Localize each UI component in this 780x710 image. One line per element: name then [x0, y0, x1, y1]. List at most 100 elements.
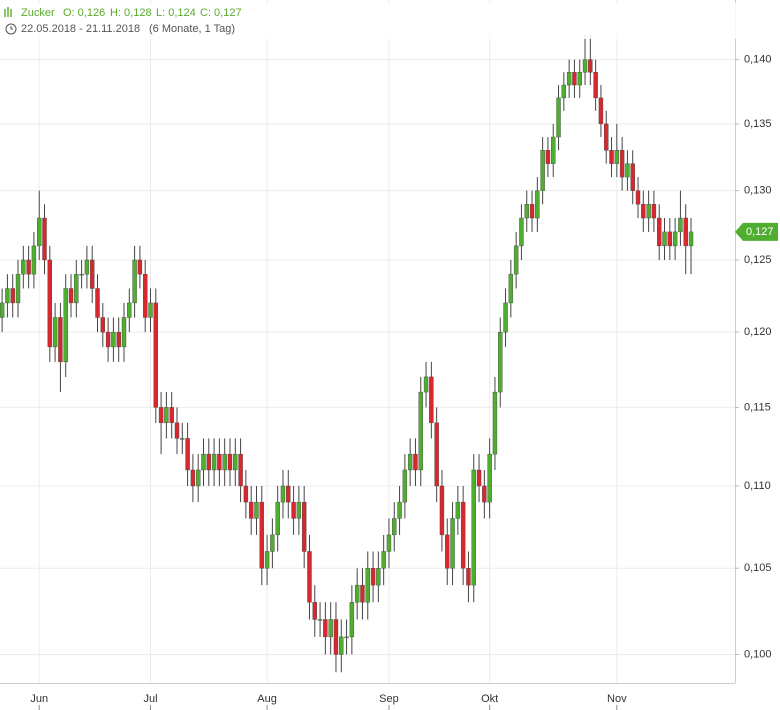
x-tick-label: Sep	[379, 693, 399, 705]
candle-body	[42, 217, 47, 261]
candle-body	[423, 376, 429, 393]
instrument-name: Zucker	[21, 7, 55, 19]
candle-body	[312, 602, 317, 620]
candle-body	[328, 619, 333, 638]
candle-body	[678, 217, 683, 233]
candle-body	[105, 331, 111, 348]
x-tick-label: Jun	[30, 693, 48, 705]
candle-body	[503, 302, 508, 333]
candle-body	[52, 317, 58, 348]
candle-body	[354, 584, 360, 603]
candle-body	[243, 485, 249, 503]
clock-hands	[10, 26, 13, 30]
candle-body	[360, 584, 365, 603]
grid	[0, 0, 735, 683]
candle-body	[217, 453, 222, 471]
candle-body	[529, 204, 535, 219]
candle-body	[201, 453, 206, 471]
candle-body	[418, 391, 423, 471]
candle-body	[593, 72, 598, 99]
candle-body	[370, 568, 376, 586]
candle-body	[84, 259, 90, 275]
candle-body	[657, 217, 662, 247]
candle-body	[280, 485, 286, 503]
candle-body	[641, 204, 646, 219]
candle-body	[471, 469, 476, 586]
candle-body	[407, 453, 413, 471]
last-price-tag	[735, 222, 778, 241]
candle-body	[466, 568, 471, 586]
y-tick-label: 0,110	[744, 480, 771, 492]
candle-body	[625, 163, 630, 178]
candle-body	[439, 485, 445, 536]
candle-body	[323, 619, 328, 638]
candle-body	[450, 518, 455, 569]
y-tick-label: 0,120	[744, 326, 772, 338]
candle-body	[519, 217, 524, 247]
candle-body	[233, 453, 238, 471]
candle-body	[291, 501, 296, 519]
high-value: H: 0,128	[110, 7, 152, 19]
candle-body	[21, 259, 26, 275]
candle-body	[15, 273, 21, 304]
candle-body	[195, 469, 201, 487]
candle-body	[95, 288, 100, 318]
header-bg	[0, 3, 780, 39]
candle-body	[646, 204, 651, 219]
candle-body	[37, 217, 42, 247]
candle-body	[0, 302, 5, 318]
candle-body	[561, 84, 567, 99]
candle-body	[222, 453, 227, 471]
candle-body	[74, 273, 79, 304]
candle-body	[540, 150, 545, 191]
candle-body	[619, 150, 625, 178]
candle-body	[455, 501, 461, 519]
candle-body	[492, 391, 498, 455]
candle-body	[381, 551, 386, 569]
candle-body	[227, 453, 233, 471]
candle-body	[174, 422, 180, 439]
candle-body	[588, 59, 593, 73]
y-tick-label: 0,100	[744, 648, 772, 660]
candle-body	[286, 485, 291, 503]
candle-body	[429, 376, 434, 424]
candle-body	[26, 259, 31, 275]
candle-body	[121, 317, 127, 348]
candle-body	[275, 501, 280, 536]
candle-body	[365, 568, 370, 603]
close-value: C: 0,127	[200, 7, 242, 19]
candle-body	[460, 501, 466, 569]
candle-body	[264, 551, 270, 569]
low-value: L: 0,124	[156, 7, 196, 19]
y-tick-label: 0,135	[744, 118, 772, 130]
candles	[0, 34, 694, 673]
candle-body	[598, 97, 604, 125]
candle-body	[434, 422, 439, 487]
candle-body	[158, 407, 164, 424]
candle-body	[683, 217, 688, 247]
candle-body	[296, 501, 302, 519]
candle-body	[672, 231, 678, 247]
candle-body	[90, 259, 95, 289]
candle-body	[376, 568, 381, 586]
candle-body	[349, 602, 355, 638]
candle-body	[397, 501, 402, 519]
candle-body	[339, 636, 344, 655]
candle-body	[164, 407, 169, 424]
candle-body	[79, 273, 84, 276]
candle-body	[566, 72, 572, 86]
candle-body	[169, 407, 174, 424]
candle-body	[386, 534, 392, 552]
candle-body	[333, 619, 339, 655]
x-tick-label: Okt	[481, 693, 498, 705]
candle-body	[445, 534, 450, 569]
candle-body	[10, 288, 15, 304]
candle-body	[556, 97, 561, 138]
candle-body	[270, 534, 275, 552]
last-price-label: 0,127	[746, 226, 774, 238]
candle-body	[142, 273, 148, 318]
candle-body	[513, 245, 519, 275]
candle-body	[577, 72, 582, 86]
y-tick-label: 0,115	[744, 401, 771, 413]
